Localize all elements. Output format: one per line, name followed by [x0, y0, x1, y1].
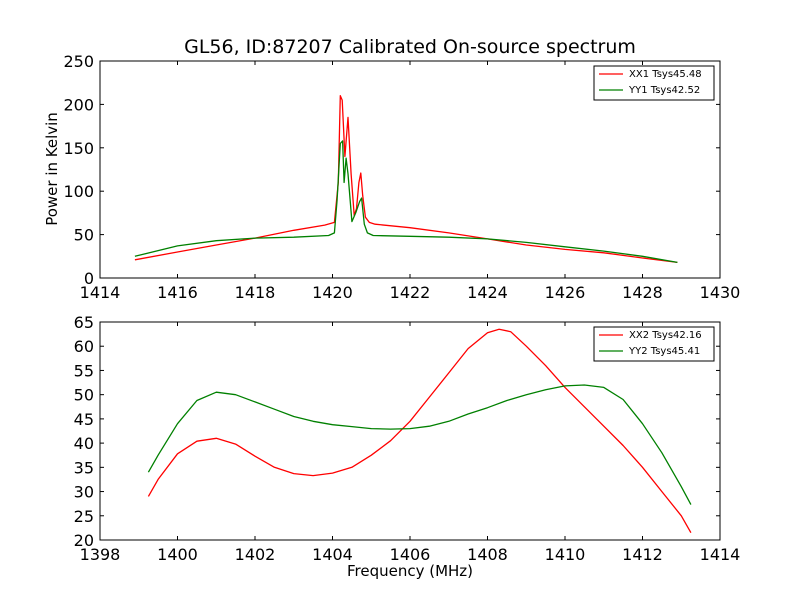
bottom-y-tick-label-0: 20: [74, 531, 94, 550]
bottom-x-tick-label-0: 1398: [80, 545, 121, 564]
top-y-tick-label-3: 150: [63, 139, 94, 158]
bottom-series: [147, 328, 692, 534]
bottom-legend: XX2 Tsys42.16 YY2 Tsys45.41: [593, 326, 715, 362]
top-y-tick-label-4: 200: [63, 95, 94, 114]
top-x-tick-label-6: 1426: [545, 283, 586, 302]
bottom-x-tick-label-4: 1406: [390, 545, 431, 564]
top-legend-label-1: XX1 Tsys45.48: [629, 69, 702, 80]
bottom-y-tick-label-9: 65: [74, 313, 94, 332]
top-y-tick-label-2: 100: [63, 182, 94, 201]
bottom-series-line-2: [147, 384, 692, 505]
top-legend: XX1 Tsys45.48 YY1 Tsys42.52: [593, 65, 715, 101]
bottom-x-tick-label-5: 1408: [467, 545, 508, 564]
top-legend-label-2: YY1 Tsys42.52: [628, 85, 700, 96]
bottom-ticks: 1398 1400 1402 1404 1406 1408 1410 1412 1414 20 25…: [74, 313, 741, 564]
bottom-legend-label-2: YY2 Tsys45.41: [628, 346, 700, 357]
top-x-tick-label-8: 1430: [700, 283, 741, 302]
top-ticks: 1414 1416 1418 1420 1422 1424 1426 1428 1430 0 50 1…: [63, 52, 740, 302]
bottom-legend-label-1: XX2 Tsys42.16: [629, 330, 702, 341]
bottom-y-tick-label-8: 60: [74, 337, 94, 356]
bottom-y-tick-label-5: 45: [74, 410, 94, 429]
bottom-x-tick-label-8: 1414: [700, 545, 741, 564]
chart-title: GL56, ID:87207 Calibrated On-source spec…: [184, 36, 636, 58]
bottom-x-tick-label-1: 1400: [157, 545, 198, 564]
top-x-tick-label-0: 1414: [80, 283, 121, 302]
bottom-x-tick-label-7: 1412: [622, 545, 663, 564]
bottom-x-tick-label-2: 1402: [235, 545, 276, 564]
top-x-tick-label-4: 1422: [390, 283, 431, 302]
top-x-tick-label-7: 1428: [622, 283, 663, 302]
bottom-x-axis-label: Frequency (MHz): [347, 562, 473, 580]
top-x-tick-label-5: 1424: [467, 283, 508, 302]
bottom-y-tick-label-2: 30: [74, 483, 94, 502]
bottom-legend-box: [593, 326, 715, 362]
top-x-tick-label-2: 1418: [235, 283, 276, 302]
top-chart: GL56, ID:87207 Calibrated On-source spec…: [43, 36, 740, 302]
top-x-tick-label-1: 1416: [157, 283, 198, 302]
top-y-tick-label-1: 50: [74, 226, 94, 245]
bottom-y-tick-label-7: 55: [74, 361, 94, 380]
top-x-tick-label-3: 1420: [312, 283, 353, 302]
bottom-series-line-1: [147, 328, 692, 534]
top-series-line-2: [134, 140, 678, 264]
top-legend-box: [593, 65, 715, 101]
top-y-tick-label-5: 250: [63, 52, 94, 71]
bottom-x-tick-label-6: 1410: [545, 545, 586, 564]
top-series: [134, 95, 678, 264]
top-y-axis-label: Power in Kelvin: [43, 112, 61, 226]
bottom-chart: 1398 1400 1402 1404 1406 1408 1410 1412 1414 20 25…: [74, 313, 741, 580]
bottom-y-tick-label-4: 40: [74, 434, 94, 453]
bottom-y-tick-label-3: 35: [74, 458, 94, 477]
bottom-y-tick-label-1: 25: [74, 507, 94, 526]
top-y-tick-label-0: 0: [84, 269, 94, 288]
bottom-y-tick-label-6: 50: [74, 386, 94, 405]
bottom-x-tick-label-3: 1404: [312, 545, 353, 564]
